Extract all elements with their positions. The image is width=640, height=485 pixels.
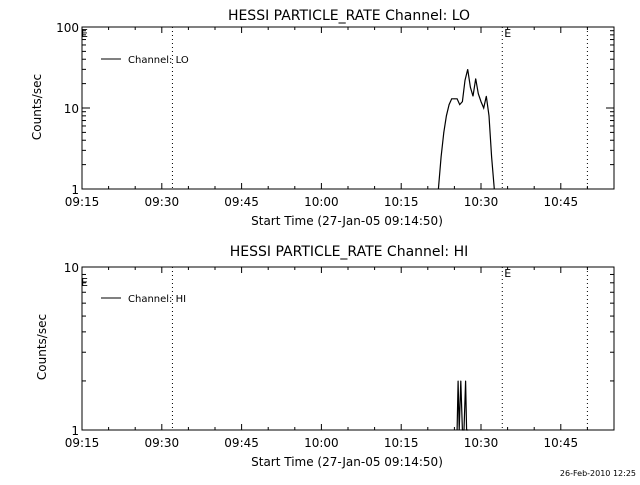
plot-frame xyxy=(81,266,615,431)
data-point xyxy=(451,98,453,100)
chart-title: HESSI PARTICLE_RATE Channel: HI xyxy=(230,244,468,260)
data-point xyxy=(466,429,468,431)
data-point xyxy=(454,98,455,100)
legend-label: Channel: HI xyxy=(128,294,186,305)
y-tick-label: 1 xyxy=(71,183,79,197)
data-point xyxy=(464,79,466,81)
data-point xyxy=(477,93,479,95)
x-tick-label: 10:30 xyxy=(464,195,499,209)
x-tick-label: 10:15 xyxy=(384,195,419,209)
data-point xyxy=(459,104,461,106)
data-point xyxy=(456,429,458,431)
data-point xyxy=(460,380,462,382)
data-point xyxy=(491,156,493,158)
x-tick-label: 09:30 xyxy=(145,436,180,450)
x-tick-label: 10:00 xyxy=(304,436,339,450)
x-tick-label: 10:00 xyxy=(304,195,339,209)
x-tick-label: 09:15 xyxy=(65,195,100,209)
data-point xyxy=(469,86,471,88)
data-point xyxy=(485,95,487,97)
y-tick-label: 100 xyxy=(56,21,79,35)
data-point xyxy=(446,115,447,117)
chart-title: HESSI PARTICLE_RATE Channel: LO xyxy=(228,8,470,24)
data-point xyxy=(483,107,485,109)
x-tick-label: 09:15 xyxy=(65,436,100,450)
data-point xyxy=(448,104,450,106)
x-tick-label: 10:15 xyxy=(384,436,419,450)
x-tick-label: 09:30 xyxy=(145,195,180,209)
series-line xyxy=(456,380,469,431)
marker-label: E xyxy=(504,267,511,280)
data-point xyxy=(472,95,474,97)
legend-label: Channel: LO xyxy=(128,55,189,66)
y-tick-label: 10 xyxy=(64,261,79,275)
x-tick-label: 09:45 xyxy=(224,436,259,450)
data-point xyxy=(488,115,490,117)
data-point xyxy=(457,380,459,382)
data-point xyxy=(461,101,463,102)
data-point xyxy=(493,188,495,190)
data-point xyxy=(480,101,482,102)
x-tick-label: 10:45 xyxy=(544,195,579,209)
footer-timestamp: 26-Feb-2010 12:25 xyxy=(560,469,636,478)
y-tick-label: 1 xyxy=(71,424,79,438)
y-axis-label: Counts/sec xyxy=(35,314,49,380)
x-tick-label: 10:30 xyxy=(464,436,499,450)
data-point xyxy=(440,156,442,158)
data-point xyxy=(475,78,477,80)
data-point xyxy=(463,429,465,431)
data-point xyxy=(465,380,466,382)
data-point xyxy=(443,131,445,133)
data-point xyxy=(467,429,469,431)
x-axis-label: Start Time (27-Jan-05 09:14:50) xyxy=(251,214,443,228)
plot-frame xyxy=(81,26,615,190)
y-tick-label: 10 xyxy=(64,102,79,116)
marker-label: E xyxy=(504,27,511,40)
edge-flag: E xyxy=(81,27,88,40)
y-axis-label: Counts/sec xyxy=(30,74,44,140)
data-point xyxy=(467,68,469,70)
panel-lo: HESSI PARTICLE_RATE Channel: LO Start Ti… xyxy=(30,8,615,228)
data-point xyxy=(438,188,439,190)
x-tick-label: 09:45 xyxy=(224,195,259,209)
data-point xyxy=(458,429,460,431)
series-line xyxy=(437,69,495,190)
panel-hi: HESSI PARTICLE_RATE Channel: HI Start Ti… xyxy=(35,244,615,469)
data-point xyxy=(461,429,463,431)
x-axis-label: Start Time (27-Jan-05 09:14:50) xyxy=(251,455,443,469)
data-point xyxy=(456,98,458,100)
x-tick-label: 10:45 xyxy=(544,436,579,450)
